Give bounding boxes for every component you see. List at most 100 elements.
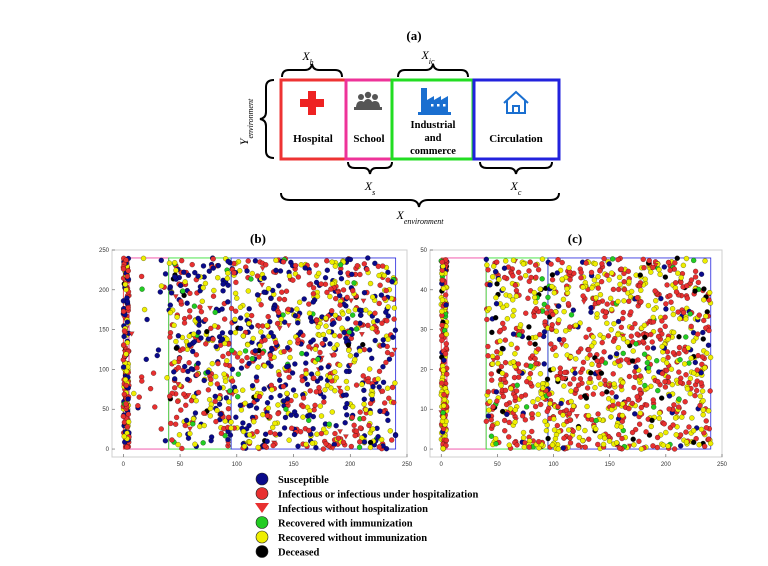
point-deceased [692, 288, 698, 294]
point-susceptible [301, 296, 307, 302]
point-infectious [575, 382, 582, 388]
panel-c-points [438, 255, 714, 452]
point-infectious [670, 350, 677, 356]
point-susceptible [554, 270, 560, 276]
point-deceased [544, 376, 551, 382]
point-recovered_not_immune [140, 255, 147, 261]
point-infectious [610, 371, 616, 377]
point-recovered_not_immune [171, 322, 177, 328]
point-recovered_not_immune [273, 257, 279, 263]
point-infectious [596, 299, 602, 306]
point-infectious [535, 346, 541, 352]
point-recovered_not_immune [247, 439, 253, 445]
point-recovered_not_immune [648, 269, 654, 275]
point-susceptible [365, 255, 371, 261]
point-recovered_not_immune [222, 418, 228, 424]
legend-label: Infectious without hospitalization [278, 504, 428, 515]
point-deceased [545, 435, 551, 442]
point-infectious [389, 384, 396, 391]
point-infectious [526, 444, 532, 450]
point-infectious [681, 309, 687, 316]
point-recovered_not_immune [547, 401, 553, 407]
point-recovered_not_immune [332, 312, 339, 318]
point-infectious [183, 402, 189, 408]
point-recovered_not_immune [190, 416, 197, 422]
point-infectious [526, 278, 532, 285]
point-susceptible [558, 400, 564, 407]
point-infectious [169, 437, 175, 443]
point-infectious [306, 282, 312, 288]
c-zone-3 [547, 257, 712, 450]
point-infectious [557, 370, 563, 376]
point-deceased [526, 324, 532, 330]
point-infectious [485, 389, 491, 395]
point-recovered_immune [306, 417, 312, 423]
point-susceptible [184, 300, 190, 306]
point-recovered_not_immune [213, 373, 219, 380]
point-infectious [357, 439, 363, 445]
point-infectious [488, 417, 494, 423]
point-infectious [650, 319, 657, 325]
point-deceased [637, 272, 643, 278]
point-infectious [443, 292, 449, 298]
point-infectious [561, 435, 567, 441]
point-susceptible [223, 395, 229, 401]
point-recovered_immune [315, 356, 321, 362]
point-recovered_immune [337, 262, 344, 268]
point-susceptible [225, 282, 231, 288]
point-recovered_not_immune [508, 385, 514, 392]
point-susceptible [167, 302, 173, 308]
block-school-label: School [353, 133, 384, 145]
point-infectious [443, 341, 449, 347]
point-susceptible [386, 356, 393, 362]
point-recovered_not_immune [580, 284, 586, 290]
point-recovered_not_immune [617, 281, 623, 288]
point-infectious [267, 352, 273, 358]
point-deceased [204, 329, 210, 335]
point-recovered_not_immune [258, 329, 264, 335]
point-susceptible [560, 445, 566, 451]
point-recovered_not_immune [573, 322, 579, 328]
point-susceptible [288, 412, 294, 418]
point-recovered_not_immune [700, 407, 706, 413]
point-infectious [555, 257, 561, 263]
point-infectious [276, 372, 282, 378]
point-infectious [587, 375, 593, 382]
point-recovered_not_immune [708, 440, 714, 447]
point-infectious [340, 439, 347, 445]
point-infectious [501, 376, 507, 382]
point-recovered_not_immune [560, 296, 567, 303]
point-recovered_not_immune [609, 270, 615, 276]
point-recovered_not_immune [675, 270, 681, 276]
point-recovered_immune [523, 404, 530, 410]
point-infectious [686, 424, 692, 430]
point-infectious [152, 404, 158, 410]
point-infectious [313, 262, 319, 268]
point-deceased [659, 395, 665, 401]
point-recovered_not_immune [606, 277, 612, 283]
point-recovered_not_immune [200, 285, 206, 291]
point-infectious [501, 274, 508, 281]
point-recovered_not_immune [123, 351, 129, 357]
point-infectious [523, 362, 529, 368]
point-infectious [650, 264, 656, 271]
point-susceptible [541, 329, 548, 335]
point-recovered_not_immune [240, 333, 246, 339]
point-infectious [167, 330, 174, 336]
point-susceptible [322, 336, 328, 343]
point-infectious [139, 273, 145, 280]
point-infectious [527, 380, 534, 386]
point-recovered_not_immune [677, 316, 683, 322]
point-recovered_not_immune [520, 429, 527, 436]
dim-xenv: Xenvironment [395, 208, 444, 226]
point-infectious [494, 259, 500, 265]
point-infectious [529, 411, 535, 417]
point-recovered_not_immune [224, 275, 230, 282]
point-recovered_not_immune [537, 286, 543, 292]
point-susceptible [181, 269, 187, 275]
point-recovered_not_immune [441, 397, 448, 403]
point-infectious [348, 443, 354, 450]
point-infectious [195, 389, 202, 396]
point-recovered_not_immune [561, 309, 567, 315]
point-infectious [597, 268, 603, 274]
